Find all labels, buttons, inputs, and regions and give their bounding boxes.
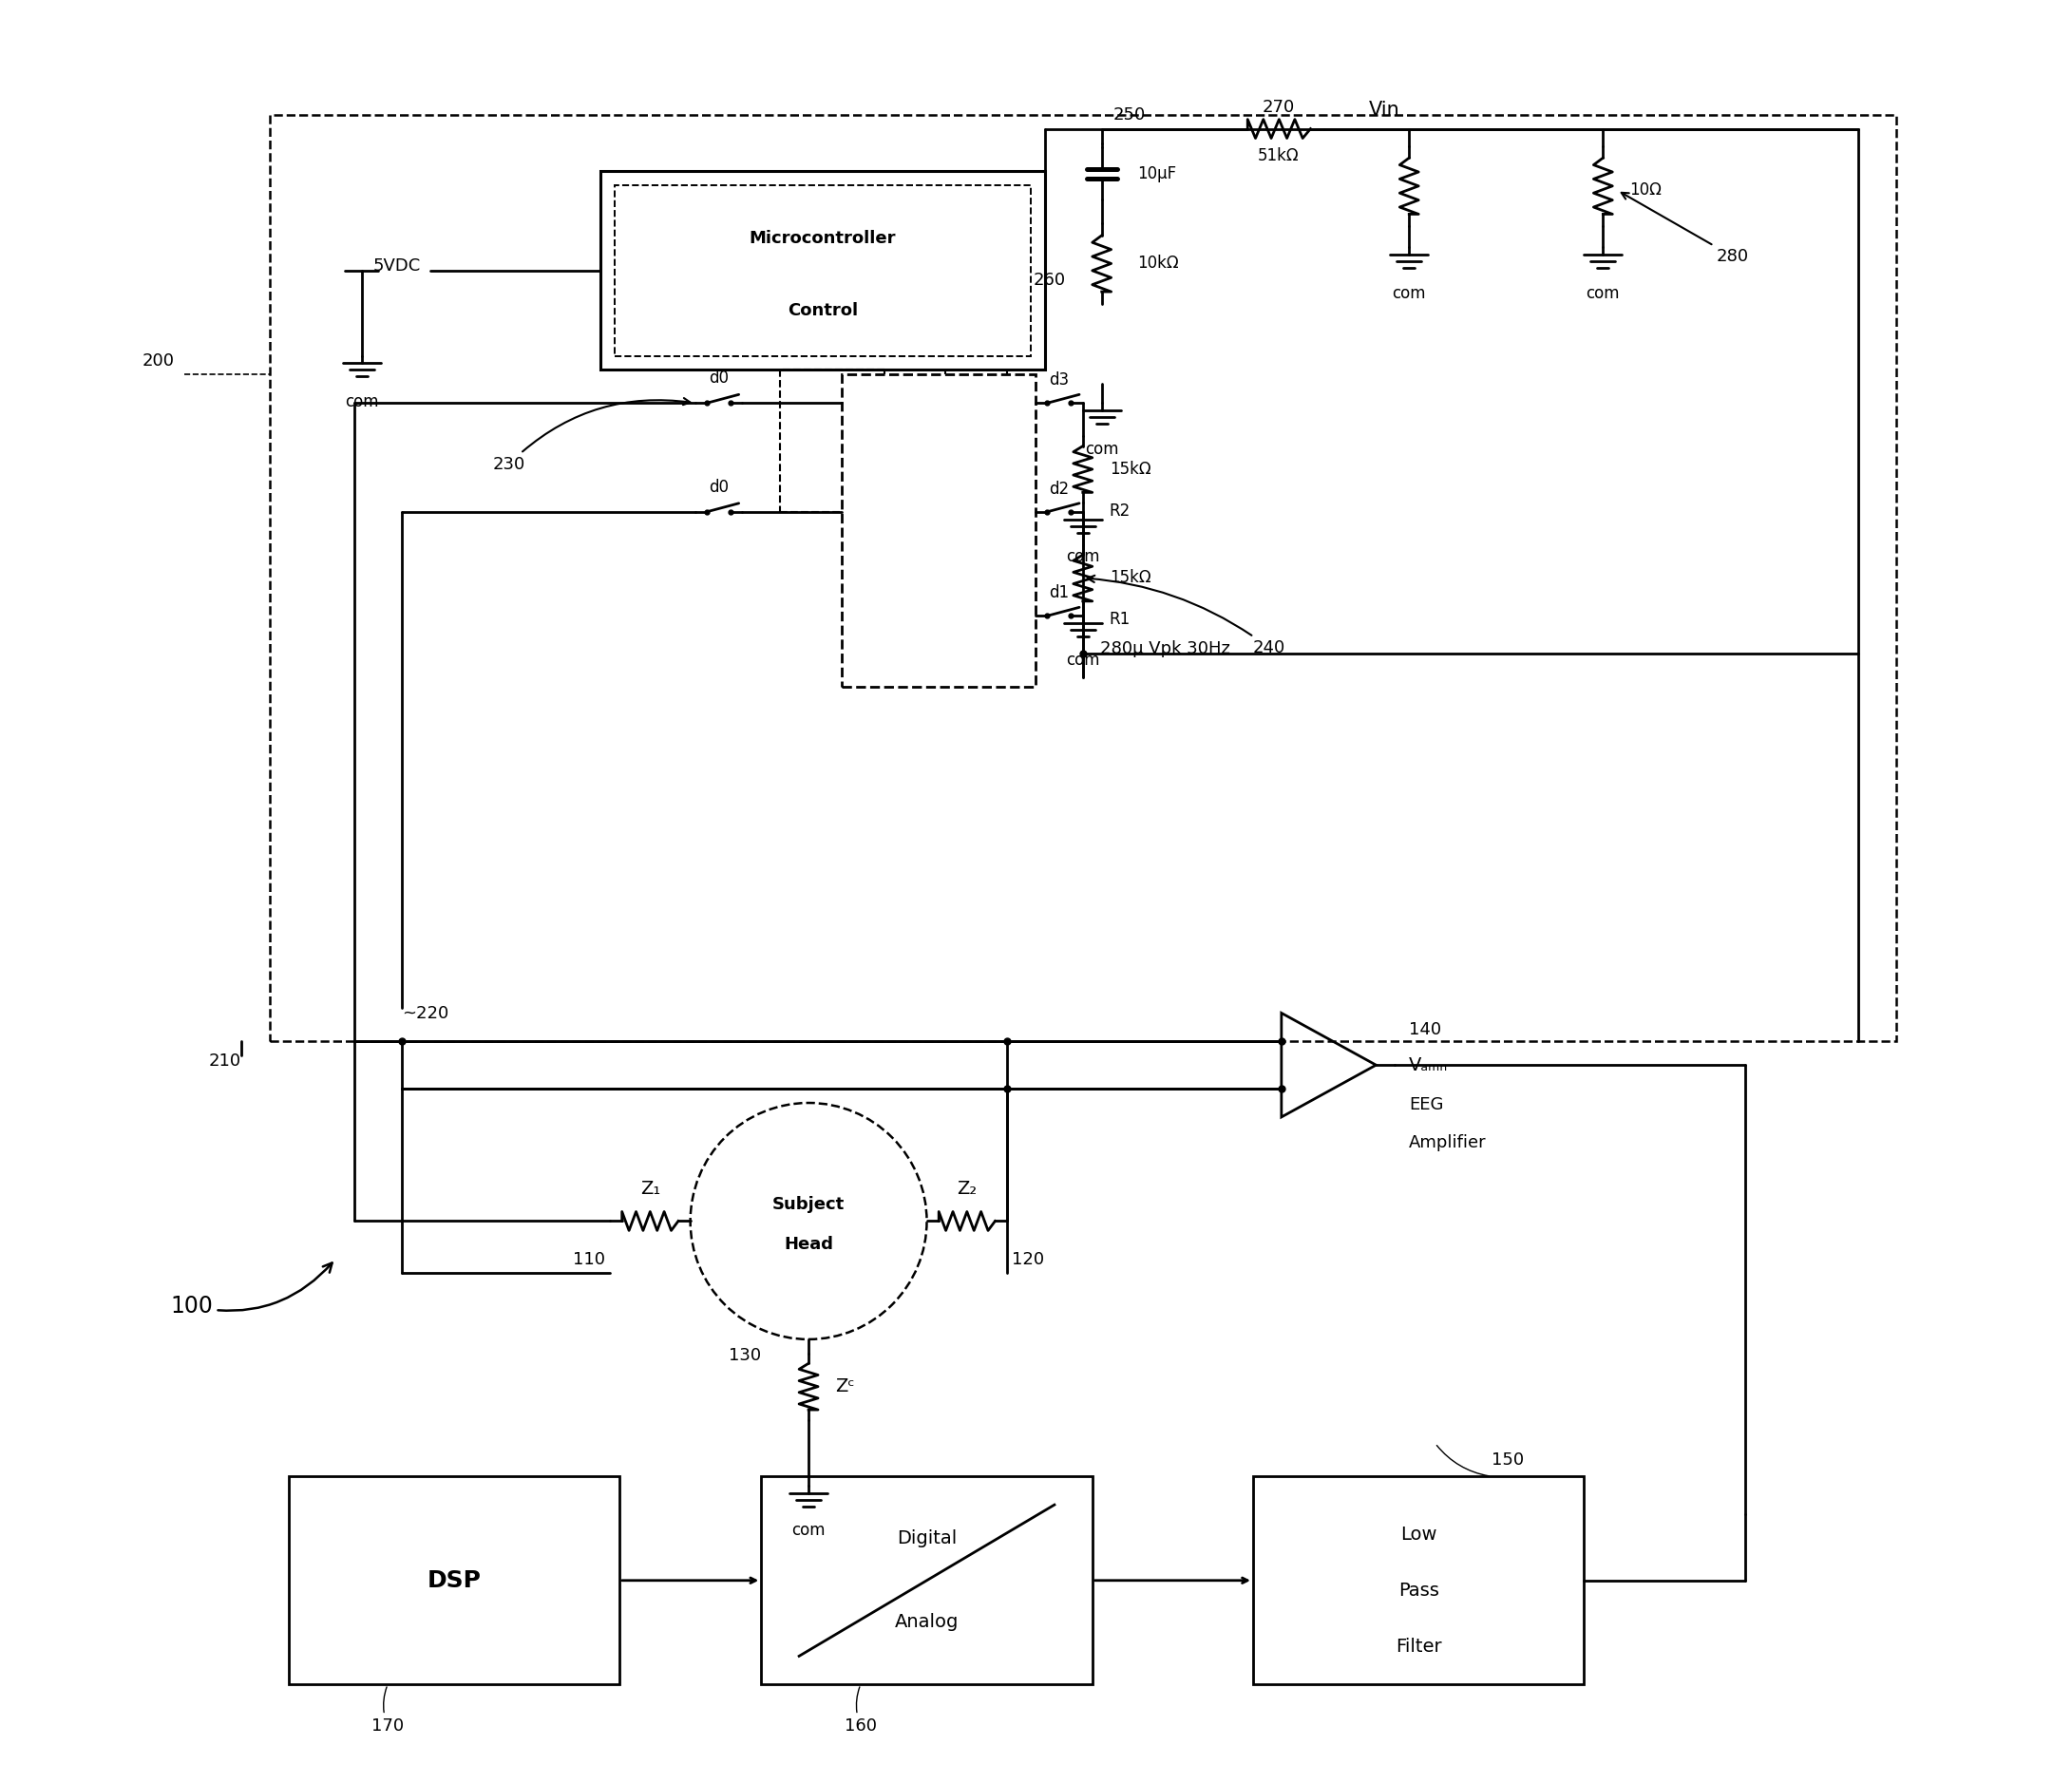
Text: 120: 120 [1011,1252,1044,1268]
Text: Z₂: Z₂ [957,1179,978,1198]
Bar [1254,1476,1585,1685]
Text: d2: d2 [1048,480,1069,497]
Text: d0: d0 [709,478,729,496]
Bar [841,374,1036,686]
Text: com: com [1392,285,1426,301]
Text: Vₐₘₙ: Vₐₘₙ [1409,1056,1448,1073]
Text: 51kΩ: 51kΩ [1258,148,1299,164]
Text: 140: 140 [1409,1022,1442,1038]
Text: R2: R2 [1109,503,1131,519]
Text: Low: Low [1401,1526,1436,1544]
Text: com: com [1086,440,1119,458]
Text: Analog: Analog [895,1614,959,1631]
Text: Z₁: Z₁ [640,1179,661,1198]
Text: 100: 100 [170,1262,332,1318]
Text: d1: d1 [1048,585,1069,601]
Text: 260: 260 [1034,271,1065,289]
Text: Digital: Digital [897,1530,957,1548]
Text: 230: 230 [493,398,690,472]
Text: ~220: ~220 [402,1006,450,1022]
Text: 5VDC: 5VDC [373,257,421,275]
Text: R1: R1 [1109,612,1131,628]
Text: Amplifier: Amplifier [1409,1134,1488,1152]
Text: 160: 160 [845,1687,876,1735]
Text: com: com [1065,547,1100,565]
Text: 200: 200 [143,353,174,369]
Text: 280μ Vpk 30Hz: 280μ Vpk 30Hz [1100,640,1231,658]
Text: 110: 110 [572,1252,605,1268]
Text: 280: 280 [1622,193,1749,266]
Text: 15kΩ: 15kΩ [1109,569,1150,587]
Text: Head: Head [783,1236,833,1253]
Text: 130: 130 [729,1346,760,1364]
Text: 270: 270 [1262,98,1295,116]
Bar [615,185,1030,357]
Text: 10μF: 10μF [1138,166,1177,182]
Text: Microcontroller: Microcontroller [750,230,895,248]
Text: Pass: Pass [1399,1582,1438,1599]
Text: d3: d3 [1048,373,1069,389]
Text: 250: 250 [1113,105,1146,123]
Text: 10Ω: 10Ω [1629,182,1662,200]
Text: Subject: Subject [773,1196,845,1212]
Bar [288,1476,620,1685]
Text: Filter: Filter [1394,1639,1442,1656]
Text: 170: 170 [371,1687,404,1735]
Text: Control: Control [787,301,858,319]
Bar [760,1476,1092,1685]
Text: com: com [1065,653,1100,669]
Text: EEG: EEG [1409,1097,1444,1113]
Text: 240: 240 [1088,576,1285,656]
Text: com: com [346,394,379,410]
Bar [269,114,1896,1041]
Text: Zᶜ: Zᶜ [835,1378,854,1396]
Text: 210: 210 [209,1052,240,1070]
Text: com: com [792,1523,825,1539]
Text: Vin: Vin [1368,100,1399,119]
Text: 150: 150 [1492,1451,1523,1469]
Bar [601,171,1044,369]
Text: d0: d0 [709,369,729,387]
Text: 15kΩ: 15kΩ [1109,460,1150,478]
Text: DSP: DSP [427,1569,481,1592]
Text: 10kΩ: 10kΩ [1138,255,1179,271]
Text: com: com [1587,285,1620,301]
